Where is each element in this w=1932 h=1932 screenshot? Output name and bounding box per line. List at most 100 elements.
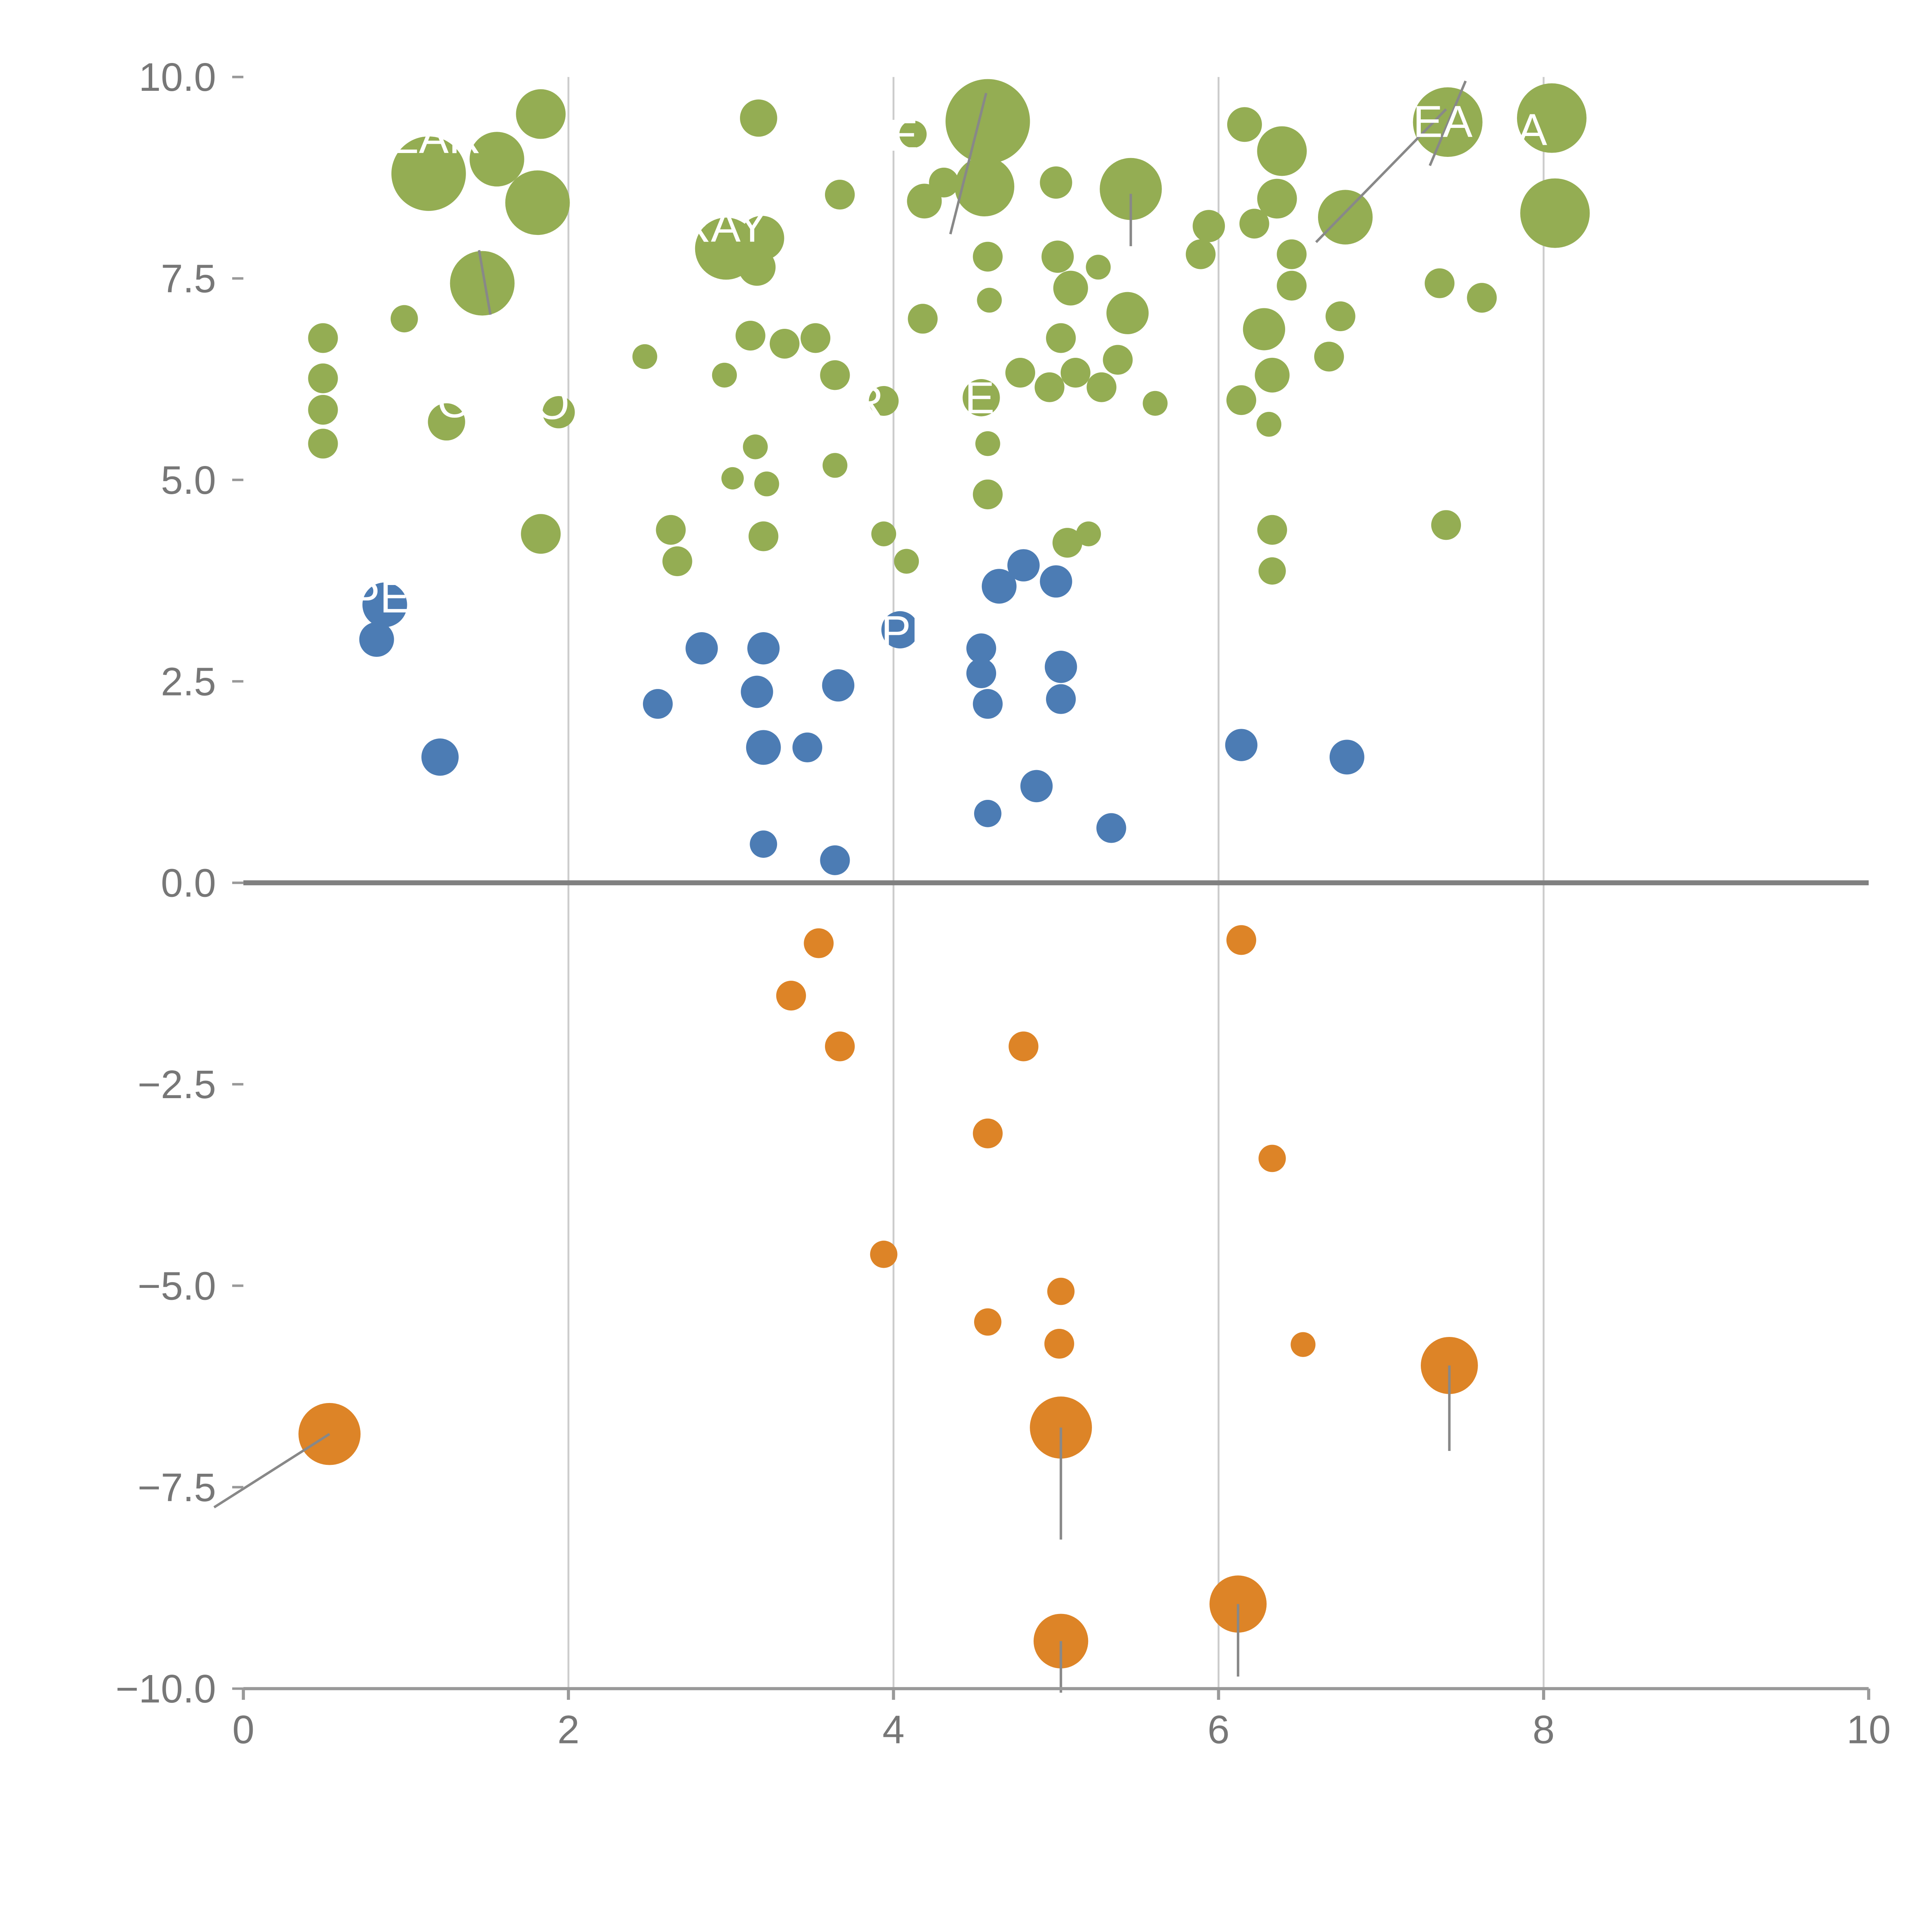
green-bubble xyxy=(738,248,776,286)
y-tick-label: −5.0 xyxy=(138,1264,216,1308)
green-bubble xyxy=(735,321,765,351)
bubble-label: O xyxy=(437,377,472,427)
orange-bubble xyxy=(776,981,806,1011)
blue-bubble xyxy=(966,633,997,663)
green-bubble xyxy=(963,379,1000,417)
green-bubble xyxy=(391,136,466,211)
green-bubble xyxy=(1256,412,1282,437)
leader-line-8 xyxy=(478,250,492,315)
green-bubble xyxy=(973,479,1003,510)
bubble-label: PE xyxy=(350,572,410,622)
green-bubble xyxy=(1517,83,1587,153)
blue-bubble xyxy=(1046,684,1076,714)
green-bubble xyxy=(1100,158,1162,220)
green-bubble xyxy=(954,156,1015,216)
green-bubble xyxy=(1106,292,1149,334)
green-bubble xyxy=(662,546,692,577)
blue-bubble xyxy=(750,830,777,858)
orange-bubble xyxy=(1291,1332,1316,1357)
x-tick-label: 2 xyxy=(557,1708,579,1752)
green-bubble xyxy=(740,99,777,137)
bubble-label: O xyxy=(535,378,570,429)
green-bubble xyxy=(894,549,919,574)
bubble-label: E xyxy=(965,373,995,423)
green-bubble xyxy=(899,120,927,148)
x-tick-label: 8 xyxy=(1532,1708,1554,1752)
green-bubble xyxy=(800,323,830,353)
y-tick-label: 0.0 xyxy=(161,861,216,905)
blue-bubble xyxy=(421,738,459,776)
y-tick-label: −7.5 xyxy=(138,1465,216,1510)
green-bubble xyxy=(975,431,1000,456)
orange-bubble xyxy=(870,1240,898,1268)
green-bubble xyxy=(1053,270,1088,306)
green-bubble xyxy=(977,287,1002,313)
bubble-label: A xyxy=(1517,104,1547,155)
green-bubble xyxy=(754,471,779,497)
orange-bubble xyxy=(973,1118,1003,1148)
green-bubble xyxy=(869,386,899,416)
green-bubble xyxy=(1467,283,1497,313)
blue-bubble xyxy=(359,622,394,657)
x-tick-label: 10 xyxy=(1847,1708,1891,1752)
green-bubble xyxy=(946,79,1030,164)
green-bubble xyxy=(656,515,686,545)
green-bubble xyxy=(1192,210,1225,242)
orange-bubble xyxy=(1044,1329,1074,1359)
leader-line-0 xyxy=(213,1433,330,1509)
blue-bubble xyxy=(966,658,997,689)
blue-bubble xyxy=(741,675,773,708)
green-bubble xyxy=(1431,510,1461,540)
green-bubble xyxy=(1259,557,1286,585)
green-bubble xyxy=(871,521,896,546)
bubble-label: CEA xyxy=(1381,96,1473,146)
green-bubble xyxy=(1239,209,1269,239)
blue-bubble xyxy=(747,632,780,665)
green-bubble xyxy=(769,328,800,359)
green-bubble xyxy=(1226,385,1257,415)
green-bubble xyxy=(1034,372,1065,402)
green-bubble xyxy=(743,434,768,459)
leader-line-9 xyxy=(1429,80,1467,166)
green-bubble xyxy=(308,429,338,459)
green-bubble xyxy=(308,363,338,393)
green-bubble xyxy=(1277,239,1307,269)
green-bubble xyxy=(1257,179,1297,219)
y-tick-label: −10.0 xyxy=(116,1667,216,1711)
green-bubble xyxy=(308,395,338,425)
green-bubble xyxy=(1257,515,1287,545)
green-bubble xyxy=(390,305,418,333)
bubble-label: RAY xyxy=(679,201,767,252)
green-bubble xyxy=(1052,528,1082,558)
bubble-label: NEAR xyxy=(357,112,481,163)
blue-bubble xyxy=(1007,549,1040,582)
blue-bubble xyxy=(974,800,1002,827)
green-bubble xyxy=(1277,270,1307,301)
green-bubble xyxy=(1040,166,1072,199)
blue-bubble xyxy=(746,730,781,765)
orange-bubble xyxy=(825,1031,855,1061)
green-bubble xyxy=(721,467,744,490)
green-bubble xyxy=(516,89,566,139)
green-bubble xyxy=(1520,178,1590,248)
orange-bubble xyxy=(1226,925,1257,955)
green-bubble xyxy=(1143,391,1168,416)
blue-bubble xyxy=(981,569,1017,604)
green-bubble xyxy=(1257,126,1307,176)
x-tick-label: 6 xyxy=(1208,1708,1230,1752)
green-bubble xyxy=(1005,358,1035,388)
blue-bubble xyxy=(1040,565,1072,598)
green-bubble xyxy=(822,453,848,478)
orange-bubble xyxy=(804,928,834,958)
green-bubble xyxy=(1103,345,1133,375)
blue-bubble xyxy=(792,732,822,762)
green-bubble xyxy=(1227,107,1262,142)
blue-bubble xyxy=(685,632,718,665)
green-bubble xyxy=(1041,240,1074,273)
green-bubble xyxy=(825,180,855,210)
bubble-label: PPL xyxy=(851,607,936,657)
blue-bubble xyxy=(1020,770,1053,803)
green-bubble xyxy=(820,360,850,390)
